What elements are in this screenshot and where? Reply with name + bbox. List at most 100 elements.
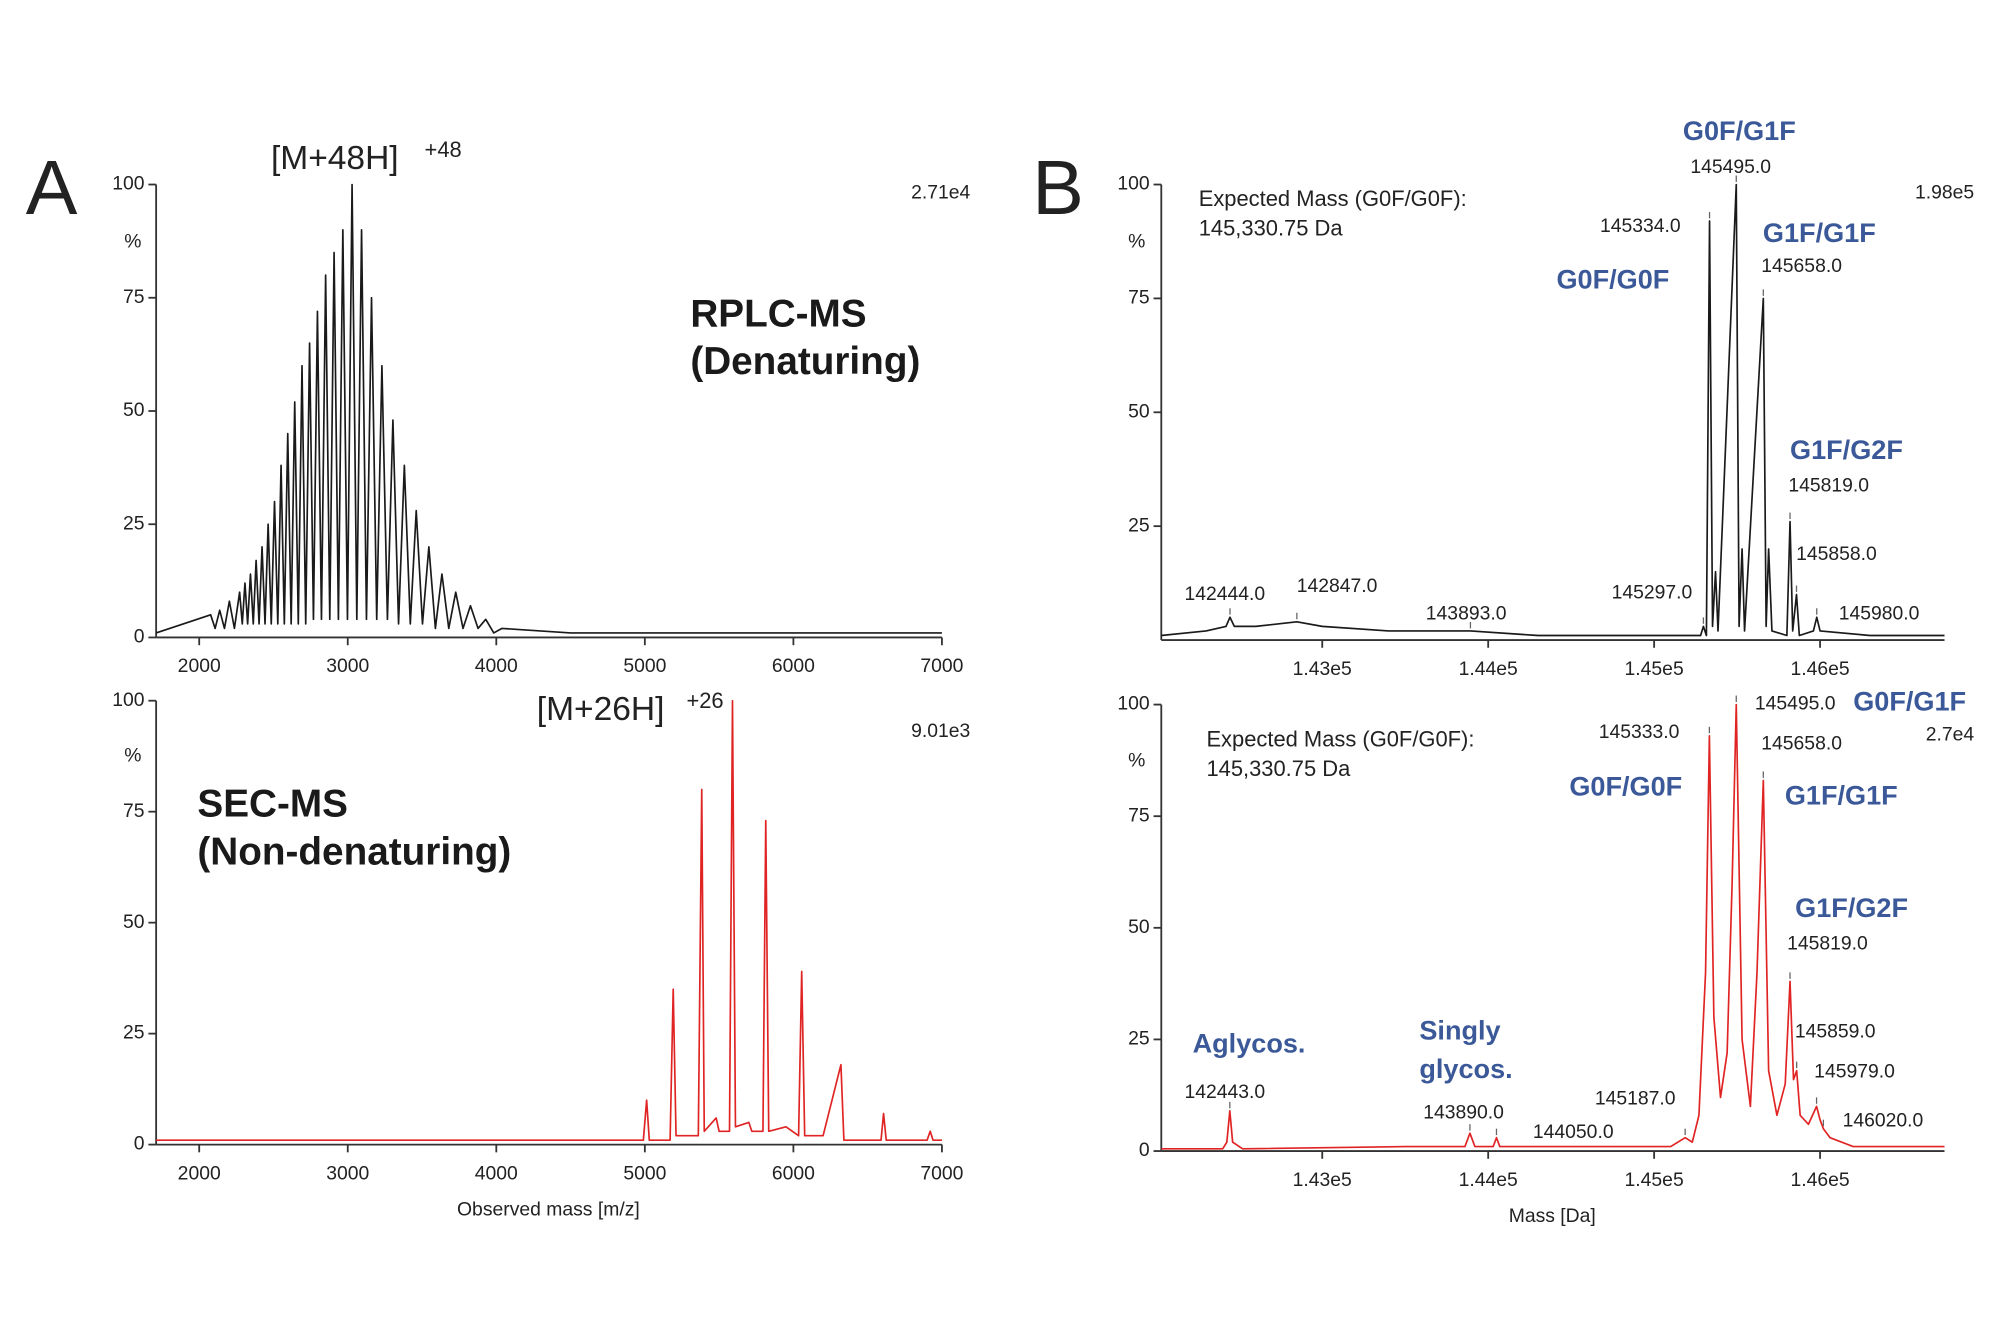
glycoform-label: G1F/G1F [1785, 780, 1898, 811]
x-tick-label: 2000 [178, 1162, 221, 1184]
expected-mass-note: Expected Mass (G0F/G0F): [1206, 726, 1474, 751]
expected-mass-note: 145,330.75 Da [1199, 215, 1344, 240]
x-tick-label: 1.46e5 [1790, 658, 1849, 680]
peak-mass-label: 142443.0 [1185, 1081, 1266, 1103]
method-label: (Denaturing) [690, 340, 920, 383]
y-axis-label: % [124, 231, 141, 253]
expected-mass-note: 145,330.75 Da [1206, 756, 1351, 781]
y-tick-label: 0 [134, 1133, 145, 1155]
glycoform-label: G0F/G0F [1569, 771, 1682, 802]
x-tick-label: 6000 [772, 655, 815, 677]
y-axis-label: % [1128, 231, 1145, 253]
y-tick-label: 0 [1139, 1139, 1150, 1161]
x-tick-label: 2000 [178, 655, 221, 677]
x-tick-label: 1.43e5 [1293, 658, 1352, 680]
x-tick-label: 5000 [623, 1162, 666, 1184]
peak-mass-label: 145979.0 [1814, 1060, 1895, 1082]
expected-mass-note: Expected Mass (G0F/G0F): [1199, 186, 1467, 211]
y-tick-label: 50 [123, 911, 145, 933]
method-label: RPLC-MS [690, 292, 866, 335]
y-tick-label: 25 [123, 512, 145, 534]
x-tick-label: 1.46e5 [1790, 1169, 1849, 1191]
x-tick-label: 5000 [623, 655, 666, 677]
peak-mass-label: 145658.0 [1761, 733, 1842, 755]
spectrum-line [1161, 703, 1945, 1150]
peak-mass-label: 145859.0 [1795, 1020, 1876, 1042]
x-tick-label: 1.43e5 [1293, 1169, 1352, 1191]
peak-mass-label: 144050.0 [1533, 1121, 1614, 1143]
x-tick-label: 3000 [326, 655, 369, 677]
y-axis-label: % [1128, 749, 1145, 771]
peak-mass-label: 145187.0 [1595, 1088, 1676, 1110]
panel-letter: A [26, 145, 78, 231]
intensity-scale: 1.98e5 [1915, 182, 1974, 204]
species-label: Singly [1419, 1014, 1500, 1045]
y-axis-label: % [124, 744, 141, 766]
ion-charge: +48 [425, 137, 462, 162]
y-tick-label: 50 [1128, 400, 1150, 422]
y-tick-label: 25 [1128, 514, 1150, 536]
y-tick-label: 75 [123, 800, 145, 822]
peak-mass-label: 145658.0 [1761, 255, 1842, 277]
peak-mass-label: 145333.0 [1599, 721, 1680, 743]
spectrum-line [1161, 183, 1945, 637]
x-tick-label: 4000 [475, 655, 518, 677]
peak-mass-label: 142847.0 [1297, 575, 1378, 597]
y-tick-label: 25 [123, 1022, 145, 1044]
x-tick-label: 7000 [920, 1162, 963, 1184]
peak-mass-label: 145819.0 [1787, 933, 1868, 955]
species-label: glycos. [1419, 1053, 1512, 1084]
x-tick-label: 6000 [772, 1162, 815, 1184]
peak-mass-label: 146020.0 [1843, 1109, 1924, 1131]
x-tick-label: 1.45e5 [1625, 658, 1684, 680]
peak-mass-label: 142444.0 [1185, 583, 1266, 605]
y-tick-label: 75 [123, 286, 145, 308]
spectrum-line [155, 183, 942, 634]
ion-label: [M+48H] [271, 140, 399, 177]
peak-mass-label: 145334.0 [1600, 215, 1681, 237]
spectrum-line [156, 699, 942, 1141]
x-tick-label: 1.44e5 [1459, 658, 1518, 680]
glycoform-label: G0F/G1F [1683, 115, 1796, 146]
x-tick-label: 1.44e5 [1459, 1169, 1518, 1191]
glycoform-label: G1F/G2F [1795, 892, 1908, 923]
y-tick-label: 25 [1128, 1028, 1150, 1050]
intensity-scale: 9.01e3 [911, 720, 970, 742]
glycoform-label: G0F/G1F [1853, 685, 1966, 716]
panel-letter: B [1032, 145, 1084, 231]
glycoform-label: G1F/G1F [1763, 217, 1876, 248]
glycoform-label: G0F/G0F [1556, 263, 1669, 294]
intensity-scale: 2.71e4 [911, 182, 970, 204]
method-label: SEC-MS [197, 783, 348, 826]
species-label: Aglycos. [1193, 1027, 1306, 1058]
ion-charge: +26 [686, 688, 723, 713]
ion-label: [M+26H] [537, 691, 665, 728]
peak-mass-label: 143893.0 [1426, 602, 1507, 624]
y-tick-label: 50 [123, 399, 145, 421]
y-tick-label: 75 [1128, 804, 1150, 826]
peak-mass-label: 145980.0 [1839, 602, 1920, 624]
peak-mass-label: 145819.0 [1788, 475, 1869, 497]
x-tick-label: 7000 [920, 655, 963, 677]
x-tick-label: 4000 [475, 1162, 518, 1184]
y-tick-label: 0 [134, 626, 145, 648]
x-tick-label: 3000 [326, 1162, 369, 1184]
peak-mass-label: 145495.0 [1755, 693, 1836, 715]
y-tick-label: 100 [1117, 693, 1149, 715]
x-tick-label: 1.45e5 [1625, 1169, 1684, 1191]
intensity-scale: 2.7e4 [1926, 724, 1975, 746]
y-tick-label: 100 [112, 689, 144, 711]
x-axis-label: Observed mass [m/z] [457, 1199, 640, 1221]
glycoform-label: G1F/G2F [1790, 434, 1903, 465]
method-label: (Non-denaturing) [197, 830, 511, 873]
peak-mass-label: 145297.0 [1612, 582, 1693, 604]
peak-mass-label: 145495.0 [1690, 156, 1771, 178]
y-tick-label: 100 [1117, 173, 1149, 195]
peak-mass-label: 145858.0 [1796, 543, 1877, 565]
peak-mass-label: 143890.0 [1423, 1102, 1504, 1124]
y-tick-label: 100 [112, 173, 144, 195]
x-axis-label: Mass [Da] [1509, 1205, 1596, 1227]
y-tick-label: 50 [1128, 916, 1150, 938]
